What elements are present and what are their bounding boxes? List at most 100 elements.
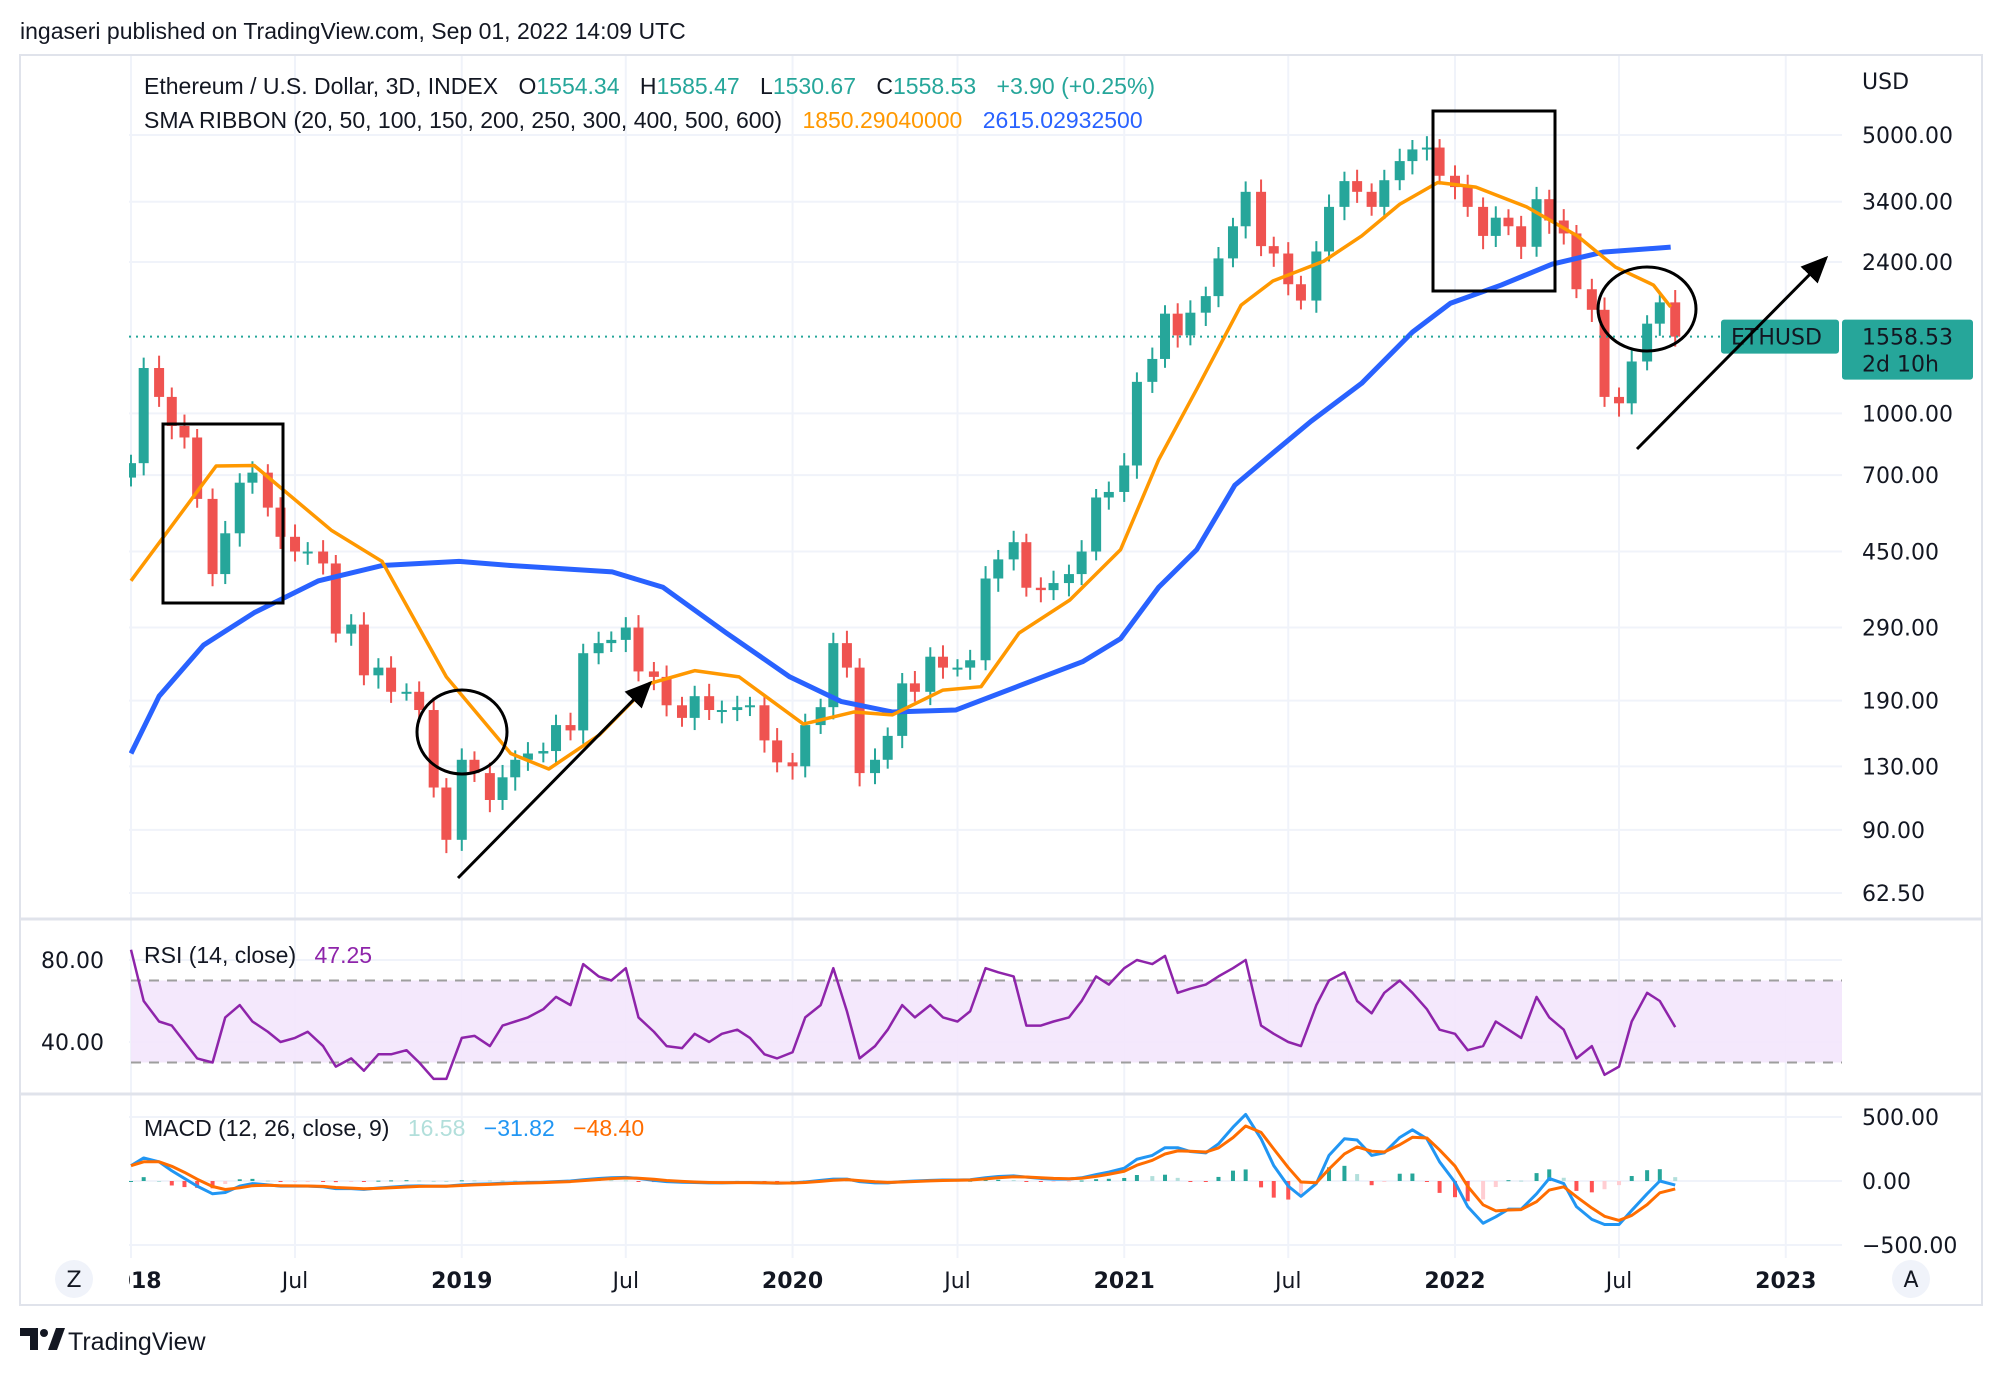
auto-scale-button-label[interactable]: A (1903, 1268, 1918, 1293)
candle (965, 649, 976, 680)
macd-histogram-bar (1506, 1180, 1511, 1182)
candle (1131, 372, 1142, 479)
candle (1063, 564, 1074, 597)
macd-histogram-bar (636, 1181, 641, 1182)
drawings[interactable] (161, 109, 1829, 880)
candle-body (484, 773, 495, 800)
candle-body (980, 578, 991, 661)
macd-histogram-bar (996, 1179, 1001, 1181)
tradingview-logo[interactable]: TradingView (20, 1328, 207, 1356)
symbol-title: Ethereum / U.S. Dollar, 3D, INDEX (144, 73, 498, 99)
macd-histogram-bar (129, 1181, 133, 1182)
candle (497, 764, 508, 810)
macd-signal-value: −48.40 (573, 1115, 644, 1141)
rsi-axis-tick: 40.00 (41, 1031, 104, 1056)
drawing-ellipse[interactable] (1596, 265, 1698, 353)
candle (841, 630, 852, 678)
candle-body (207, 498, 218, 575)
candle-body (154, 368, 165, 397)
candle (1366, 183, 1377, 216)
candle (262, 464, 273, 517)
candle-body (828, 643, 839, 708)
macd-histogram-bar (1493, 1181, 1498, 1188)
macd-histogram-bar (1481, 1181, 1486, 1200)
candle-body (234, 482, 245, 534)
candle (154, 355, 165, 407)
candle-body (1185, 312, 1196, 336)
candle-body (1366, 191, 1377, 207)
macd-histogram-bar (265, 1180, 270, 1182)
tradingview-logo-text: TradingView (68, 1328, 207, 1356)
candle (1311, 241, 1322, 313)
candle-body (262, 472, 273, 508)
candle-body (841, 643, 852, 668)
time-axis[interactable]: 2018 Jul 2019 Jul 2020 Jul 2021 Jul 2022 Jul 2023 (100, 1269, 1816, 1294)
price-pane[interactable] (126, 136, 1681, 854)
candle-body (522, 753, 533, 760)
candle (386, 656, 397, 703)
macd-histogram-bar (513, 1180, 518, 1182)
symbol-tag (1721, 319, 1839, 354)
candle (441, 778, 452, 854)
candle (1076, 540, 1087, 586)
macd-histogram-bar (1066, 1181, 1071, 1182)
candle-body (1091, 497, 1102, 552)
candle-body (909, 683, 920, 692)
macd-histogram-bar (278, 1181, 283, 1182)
time-axis-tick: 2023 (1755, 1269, 1816, 1294)
drawing-rectangle[interactable] (1431, 109, 1557, 293)
macd-axis-tick: −500.00 (1862, 1234, 1957, 1259)
price-axis-tick: 190.00 (1862, 690, 1939, 715)
macd-histogram-bar (1424, 1181, 1429, 1182)
macd-histogram-bar (1657, 1169, 1662, 1181)
macd-histogram-bar (361, 1181, 366, 1182)
rsi-legend: RSI (14, close) 47.25 (144, 942, 372, 968)
drawing-arrow[interactable] (456, 680, 653, 880)
candle (1213, 247, 1224, 308)
change-value: +3.90 (+0.25%) (997, 73, 1156, 99)
macd-histogram-bar (1369, 1181, 1374, 1186)
auto-scale-button[interactable]: A (1892, 1260, 1930, 1298)
candle-body (1172, 313, 1183, 336)
rsi-band-fill (131, 980, 1842, 1063)
macd-histogram-bar (1079, 1180, 1084, 1182)
macd-histogram-bar (250, 1178, 255, 1181)
candle (993, 549, 1004, 592)
candle (1283, 242, 1294, 296)
candle-body (1407, 149, 1418, 162)
published-header: ingaseri published on TradingView.com, S… (20, 18, 686, 44)
candle-body (220, 533, 231, 575)
price-axis[interactable]: 5000.00 3400.00 2400.00 1000.00 700.00 450.00… (1862, 124, 1953, 907)
time-axis-tick: 2020 (762, 1269, 823, 1294)
candle-body (1147, 358, 1158, 382)
candle (937, 645, 948, 679)
candle (828, 632, 839, 720)
zoom-button[interactable]: Z (55, 1260, 93, 1298)
candle-body (1531, 199, 1542, 247)
candle-body (1642, 323, 1653, 362)
chart-frame (19, 54, 1983, 1306)
macd-histogram-bar (1673, 1177, 1678, 1181)
macd-histogram-bar (487, 1180, 492, 1182)
candle (346, 614, 357, 646)
candle-body (1021, 542, 1032, 588)
macd-histogram-bar (1011, 1180, 1016, 1182)
last-price-value: 1558.53 (1862, 326, 1953, 351)
indicator-panes[interactable] (129, 949, 1678, 1227)
drawing-arrow[interactable] (1635, 255, 1829, 451)
candle-body (578, 653, 589, 731)
candle (469, 751, 480, 782)
candle-body (129, 463, 136, 478)
drawing-ellipse[interactable] (415, 688, 509, 776)
candle (689, 685, 700, 731)
macd-histogram-bar (1163, 1174, 1168, 1181)
macd-histogram-bar (1122, 1177, 1127, 1181)
macd-histogram-bar (1397, 1173, 1402, 1181)
candle-body (1213, 258, 1224, 297)
candle (538, 742, 549, 763)
candle (551, 714, 562, 764)
zoom-button-label[interactable]: Z (66, 1268, 81, 1293)
drawing-rectangle[interactable] (161, 422, 285, 605)
macd-histogram-bar (1547, 1169, 1552, 1181)
